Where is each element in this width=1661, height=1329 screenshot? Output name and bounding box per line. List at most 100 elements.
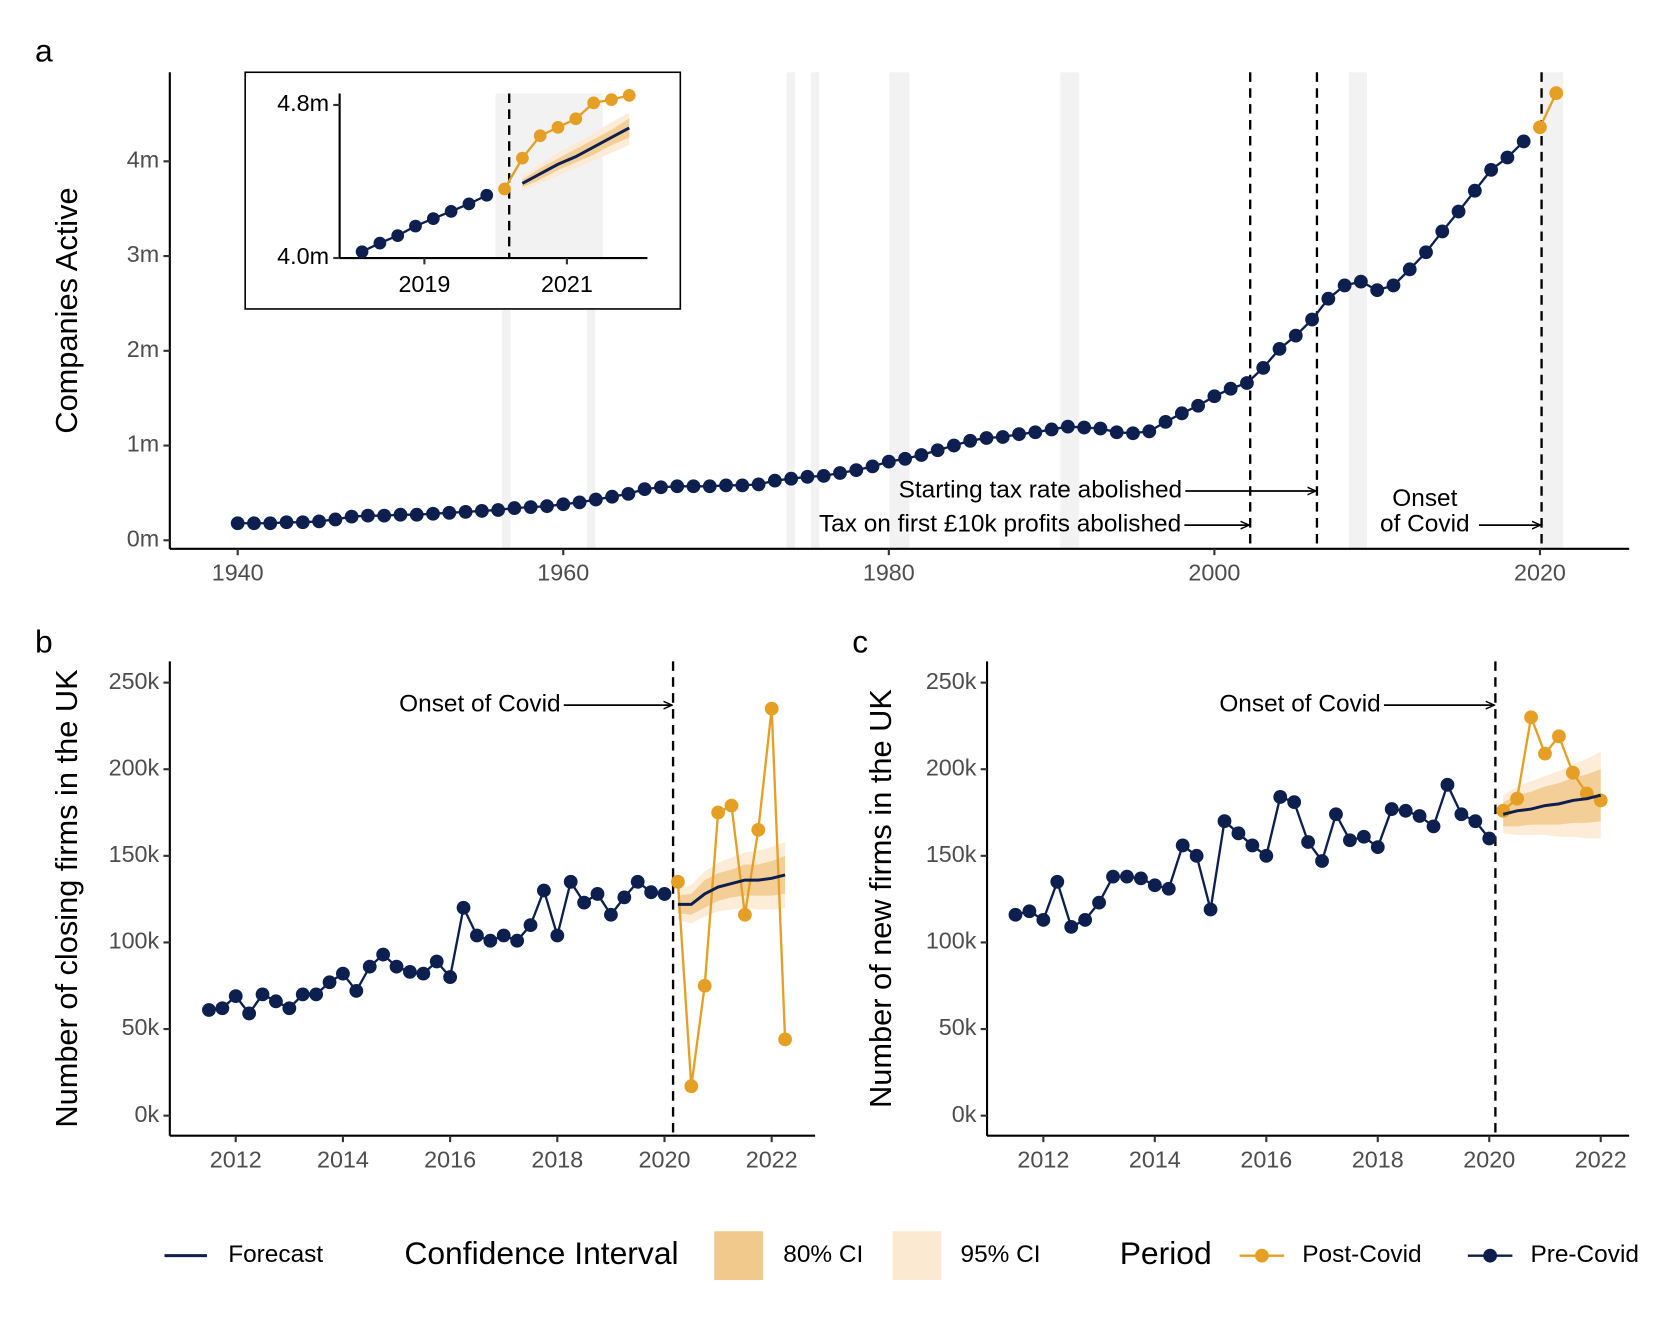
annotation-text: Onset of Covid xyxy=(1219,691,1380,718)
y-tick-label: 150k xyxy=(109,841,160,867)
shaded-period xyxy=(586,72,596,549)
data-point xyxy=(1126,426,1140,441)
data-point xyxy=(800,469,815,484)
data-point xyxy=(590,887,605,901)
legend-swatch xyxy=(714,1231,764,1281)
data-point xyxy=(376,947,391,962)
data-point xyxy=(507,501,522,515)
y-tick-label: 100k xyxy=(109,928,160,954)
data-point xyxy=(764,701,779,716)
data-point xyxy=(373,236,387,250)
data-point xyxy=(426,506,440,521)
legend-swatch xyxy=(892,1231,942,1281)
data-point xyxy=(516,151,529,165)
x-tick-label: 2022 xyxy=(1575,1146,1627,1172)
data-point xyxy=(572,495,587,510)
data-point xyxy=(914,448,929,462)
data-point xyxy=(349,984,364,998)
annotation-text: Onset xyxy=(1392,485,1457,512)
data-point xyxy=(523,918,538,933)
data-point xyxy=(1060,419,1075,434)
data-point xyxy=(462,197,476,211)
forecast-line xyxy=(1502,793,1602,816)
data-point xyxy=(533,129,547,143)
data-point xyxy=(617,890,632,905)
data-point xyxy=(537,883,551,898)
legend-label: Pre-Covid xyxy=(1530,1241,1639,1268)
data-point xyxy=(523,500,538,515)
data-point xyxy=(697,978,712,993)
data-point xyxy=(391,229,405,242)
x-tick-label: 2021 xyxy=(541,271,593,297)
data-point xyxy=(569,112,583,126)
x-tick-label: 2018 xyxy=(1352,1146,1404,1172)
data-point xyxy=(1012,427,1026,442)
data-point xyxy=(1467,183,1482,198)
y-axis-title: Number of new firms in the UK xyxy=(863,689,898,1108)
data-point xyxy=(1370,283,1385,298)
data-point xyxy=(1384,802,1399,816)
data-point xyxy=(215,1001,230,1016)
data-point xyxy=(230,516,245,531)
data-point xyxy=(1133,871,1148,886)
data-point xyxy=(1500,150,1515,165)
data-point xyxy=(622,89,636,102)
data-point xyxy=(1516,134,1531,149)
data-point xyxy=(551,120,565,134)
data-point xyxy=(1482,831,1497,846)
data-point xyxy=(389,959,404,974)
data-point xyxy=(1064,919,1079,934)
x-tick-label: 2022 xyxy=(746,1146,798,1172)
data-point xyxy=(556,497,571,512)
data-point xyxy=(1524,710,1538,725)
data-point xyxy=(1044,422,1059,437)
data-point xyxy=(377,508,392,523)
legend-label: Post-Covid xyxy=(1302,1241,1421,1268)
data-point xyxy=(1022,904,1037,919)
y-tick-label: 200k xyxy=(926,754,977,780)
inset-frame xyxy=(244,71,682,310)
data-point xyxy=(577,895,592,910)
data-point xyxy=(637,482,652,497)
data-point xyxy=(328,512,343,527)
data-point xyxy=(1036,913,1051,927)
data-point xyxy=(470,928,484,943)
legend-title: Period xyxy=(1120,1235,1212,1271)
data-point xyxy=(1077,420,1092,435)
legend-key-dot xyxy=(1255,1248,1269,1263)
data-point xyxy=(865,459,880,474)
data-point xyxy=(587,96,600,110)
shaded-period xyxy=(1539,72,1564,549)
data-point xyxy=(1288,328,1303,343)
data-point xyxy=(202,1003,216,1017)
data-point xyxy=(309,987,324,1002)
data-point xyxy=(362,959,377,974)
data-point xyxy=(1207,389,1222,404)
y-tick-label: 250k xyxy=(109,668,160,694)
data-point xyxy=(322,975,337,990)
data-point xyxy=(1496,803,1511,818)
data-point xyxy=(228,989,243,1004)
data-point xyxy=(605,489,619,504)
data-point xyxy=(657,887,672,901)
shaded-period xyxy=(786,72,795,549)
data-point xyxy=(1256,360,1271,375)
legend: Forecast Confidence Interval 80% CI 95% CI P… xyxy=(164,1231,1639,1281)
data-point xyxy=(930,443,945,458)
data-point xyxy=(1078,913,1093,927)
data-point xyxy=(255,987,270,1002)
confidence-band xyxy=(1503,769,1601,827)
annotation-text: Starting tax rate abolished xyxy=(899,476,1183,503)
data-point xyxy=(443,970,458,984)
data-point xyxy=(312,514,326,529)
x-tick-label: 2014 xyxy=(1129,1146,1181,1172)
panel-label: a xyxy=(35,33,53,69)
data-point xyxy=(979,431,994,445)
data-point xyxy=(1329,807,1343,822)
data-point xyxy=(1191,398,1206,413)
y-tick-label: 4m xyxy=(127,146,159,172)
x-tick-label: 2020 xyxy=(639,1146,691,1172)
panel: 0k 50k 100k 150k 200k 250k 2012 2014 2016 2018 202… xyxy=(35,624,816,1172)
legend-label: 95% CI xyxy=(961,1241,1041,1268)
data-point xyxy=(1370,840,1385,855)
